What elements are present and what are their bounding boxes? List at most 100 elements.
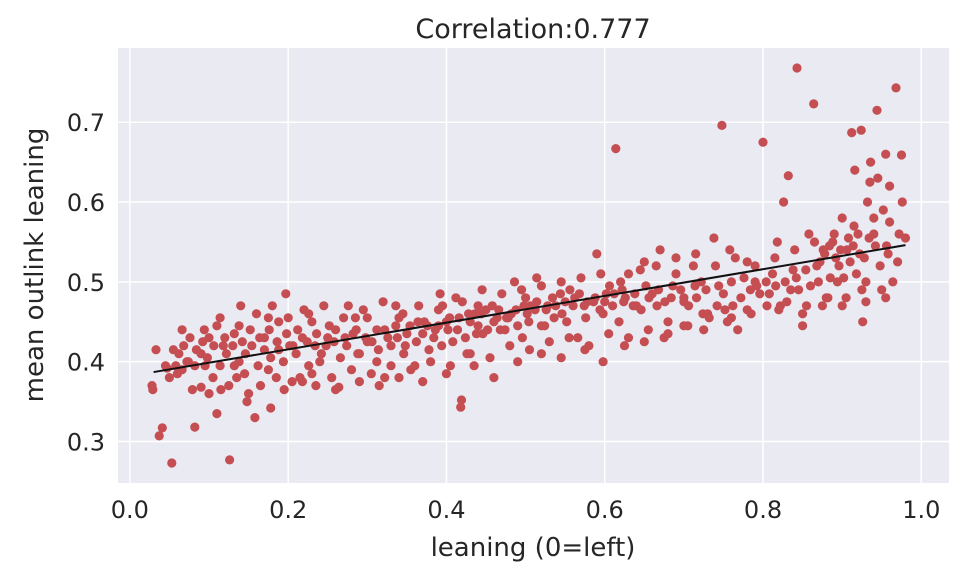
data-point xyxy=(263,365,273,375)
data-point xyxy=(746,309,756,319)
data-point xyxy=(394,373,404,383)
data-point xyxy=(600,297,610,307)
data-point xyxy=(703,309,713,319)
data-point xyxy=(651,261,661,271)
data-point xyxy=(362,337,372,347)
data-point xyxy=(767,269,778,279)
data-point xyxy=(524,345,535,355)
data-point xyxy=(465,349,475,359)
data-point xyxy=(878,205,888,215)
data-point xyxy=(247,341,257,351)
data-point xyxy=(366,369,376,379)
data-point xyxy=(505,341,515,351)
data-point xyxy=(237,337,247,347)
data-point xyxy=(836,245,846,255)
data-point xyxy=(780,277,790,287)
data-point xyxy=(837,213,847,223)
data-point xyxy=(655,245,665,255)
data-point xyxy=(354,349,364,359)
data-point xyxy=(679,297,689,307)
data-point xyxy=(786,285,796,295)
data-point xyxy=(804,229,814,239)
data-point xyxy=(456,402,466,412)
data-point xyxy=(557,309,567,319)
data-point xyxy=(380,373,390,383)
data-point xyxy=(240,369,250,379)
data-point xyxy=(791,273,801,283)
data-point xyxy=(771,281,781,291)
data-point xyxy=(373,345,383,355)
data-point xyxy=(519,301,529,311)
data-point xyxy=(595,305,605,315)
data-point xyxy=(391,301,401,311)
data-point xyxy=(524,317,534,327)
data-point xyxy=(253,361,263,371)
data-point xyxy=(497,289,507,299)
data-point xyxy=(845,257,855,267)
data-point xyxy=(485,353,495,363)
data-point xyxy=(204,389,214,399)
data-point xyxy=(354,377,364,387)
data-point xyxy=(635,265,645,275)
data-point xyxy=(872,105,882,115)
data-point xyxy=(679,321,689,331)
data-point xyxy=(266,353,276,363)
data-point xyxy=(861,277,871,287)
data-point xyxy=(758,137,768,147)
data-point xyxy=(643,325,653,335)
data-point xyxy=(728,301,738,311)
data-point xyxy=(742,257,752,267)
data-point xyxy=(392,333,402,343)
data-point xyxy=(319,301,329,311)
data-point xyxy=(762,301,772,311)
data-point xyxy=(596,269,606,279)
data-point xyxy=(250,413,260,423)
data-point xyxy=(847,128,857,138)
data-point xyxy=(821,293,831,303)
data-point xyxy=(820,249,830,259)
data-point xyxy=(891,83,901,93)
data-point xyxy=(500,325,510,335)
data-point xyxy=(255,381,266,391)
data-point xyxy=(733,325,743,335)
data-point xyxy=(279,385,289,395)
data-point xyxy=(848,241,858,251)
data-point xyxy=(897,197,907,207)
data-point xyxy=(460,333,470,343)
data-point xyxy=(251,309,262,319)
data-point xyxy=(424,345,434,355)
data-point xyxy=(199,325,209,335)
data-point xyxy=(761,277,771,287)
data-point xyxy=(433,305,444,315)
data-point xyxy=(331,385,341,395)
data-point xyxy=(556,277,566,287)
data-point xyxy=(623,269,634,279)
data-point xyxy=(372,325,382,335)
data-point xyxy=(287,377,297,387)
data-point xyxy=(358,305,368,315)
data-points xyxy=(147,63,911,468)
data-point xyxy=(809,99,819,109)
data-point xyxy=(452,325,463,335)
data-point xyxy=(841,293,851,303)
data-point xyxy=(179,341,189,351)
data-point xyxy=(263,313,273,323)
data-point xyxy=(839,273,849,283)
data-point xyxy=(208,373,218,383)
data-point xyxy=(623,333,634,343)
data-point xyxy=(861,297,871,307)
data-point xyxy=(764,289,774,299)
data-point xyxy=(266,403,276,413)
data-point xyxy=(242,397,252,407)
x-tick-label: 0.4 xyxy=(427,496,465,524)
data-point xyxy=(167,458,177,468)
data-point xyxy=(562,317,572,327)
data-point xyxy=(278,357,288,367)
data-point xyxy=(801,265,811,275)
data-point xyxy=(652,301,662,311)
data-point xyxy=(229,329,239,339)
data-point xyxy=(576,273,586,283)
data-point xyxy=(809,237,820,247)
data-point xyxy=(517,285,527,295)
